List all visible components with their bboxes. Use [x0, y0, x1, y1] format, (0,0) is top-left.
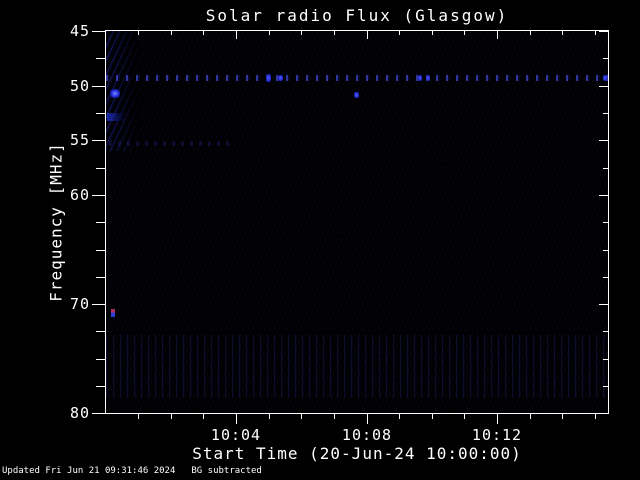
bright-burst-blob: [110, 89, 121, 98]
broadband-stripe-band: [105, 334, 609, 398]
y-axis-minor-tick: [96, 222, 105, 223]
y-axis-minor-tick: [96, 277, 105, 278]
status-line: Updated Fri Jun 21 09:31:46 2024 BG subtr…: [2, 466, 262, 476]
x-axis-tick-label: 10:08: [341, 426, 393, 444]
x-axis-minor-tick: [138, 414, 139, 419]
emission-dot: [353, 92, 359, 98]
y-axis-tick-label: 80: [69, 404, 90, 422]
x-axis-minor-tick: [301, 414, 302, 419]
bg-subtracted-note: BG subtracted: [191, 466, 262, 476]
y-axis-major-tick: [92, 413, 105, 414]
emission-dot: [426, 75, 431, 82]
y-axis-minor-tick: [96, 58, 105, 59]
y-axis-major-tick: [92, 86, 105, 87]
x-axis-minor-tick: [562, 414, 563, 419]
x-axis-minor-tick: [269, 414, 270, 419]
y-axis-minor-tick: [96, 386, 105, 387]
x-axis-tick-label: 10:12: [471, 426, 523, 444]
y-axis-major-tick: [92, 195, 105, 196]
x-axis-minor-tick: [530, 414, 531, 419]
red-blue-speck: [111, 308, 115, 318]
x-axis-tick-label: 10:04: [210, 426, 262, 444]
y-axis-minor-tick: [96, 168, 105, 169]
y-axis-minor-tick: [96, 359, 105, 360]
updated-timestamp: Updated Fri Jun 21 09:31:46 2024: [2, 466, 176, 476]
x-axis-minor-tick: [595, 414, 596, 419]
x-axis-major-tick: [497, 414, 498, 424]
x-axis-minor-tick: [464, 414, 465, 419]
emission-dot: [266, 73, 272, 83]
emission-dot: [603, 74, 608, 81]
x-axis-major-tick: [236, 414, 237, 424]
emission-dot: [418, 75, 422, 82]
x-axis-minor-tick: [334, 414, 335, 419]
x-axis-title: Start Time (20-Jun-24 10:00:00): [192, 444, 522, 463]
y-axis-minor-tick: [96, 113, 105, 114]
y-axis-major-tick: [92, 31, 105, 32]
y-axis-minor-tick: [96, 250, 105, 251]
x-axis-minor-tick: [432, 414, 433, 419]
y-axis-minor-tick: [96, 331, 105, 332]
narrowband-dotted-line: [105, 74, 608, 81]
y-axis-tick-label: 50: [69, 77, 90, 95]
x-axis-major-tick: [367, 414, 368, 424]
chart-title: Solar radio Flux (Glasgow): [205, 6, 509, 25]
spectrogram-plot-area: [105, 30, 609, 414]
y-axis-title: Frequency [MHz]: [46, 142, 66, 302]
left-edge-streak: [107, 113, 127, 121]
y-axis-major-tick: [92, 140, 105, 141]
x-axis-minor-tick: [399, 414, 400, 419]
emission-dot: [278, 74, 284, 82]
x-axis-minor-tick: [171, 414, 172, 419]
x-axis-minor-tick: [203, 414, 204, 419]
faint-dash-row: [108, 141, 230, 146]
y-axis-major-tick: [92, 304, 105, 305]
y-axis-tick-label: 45: [69, 22, 90, 40]
